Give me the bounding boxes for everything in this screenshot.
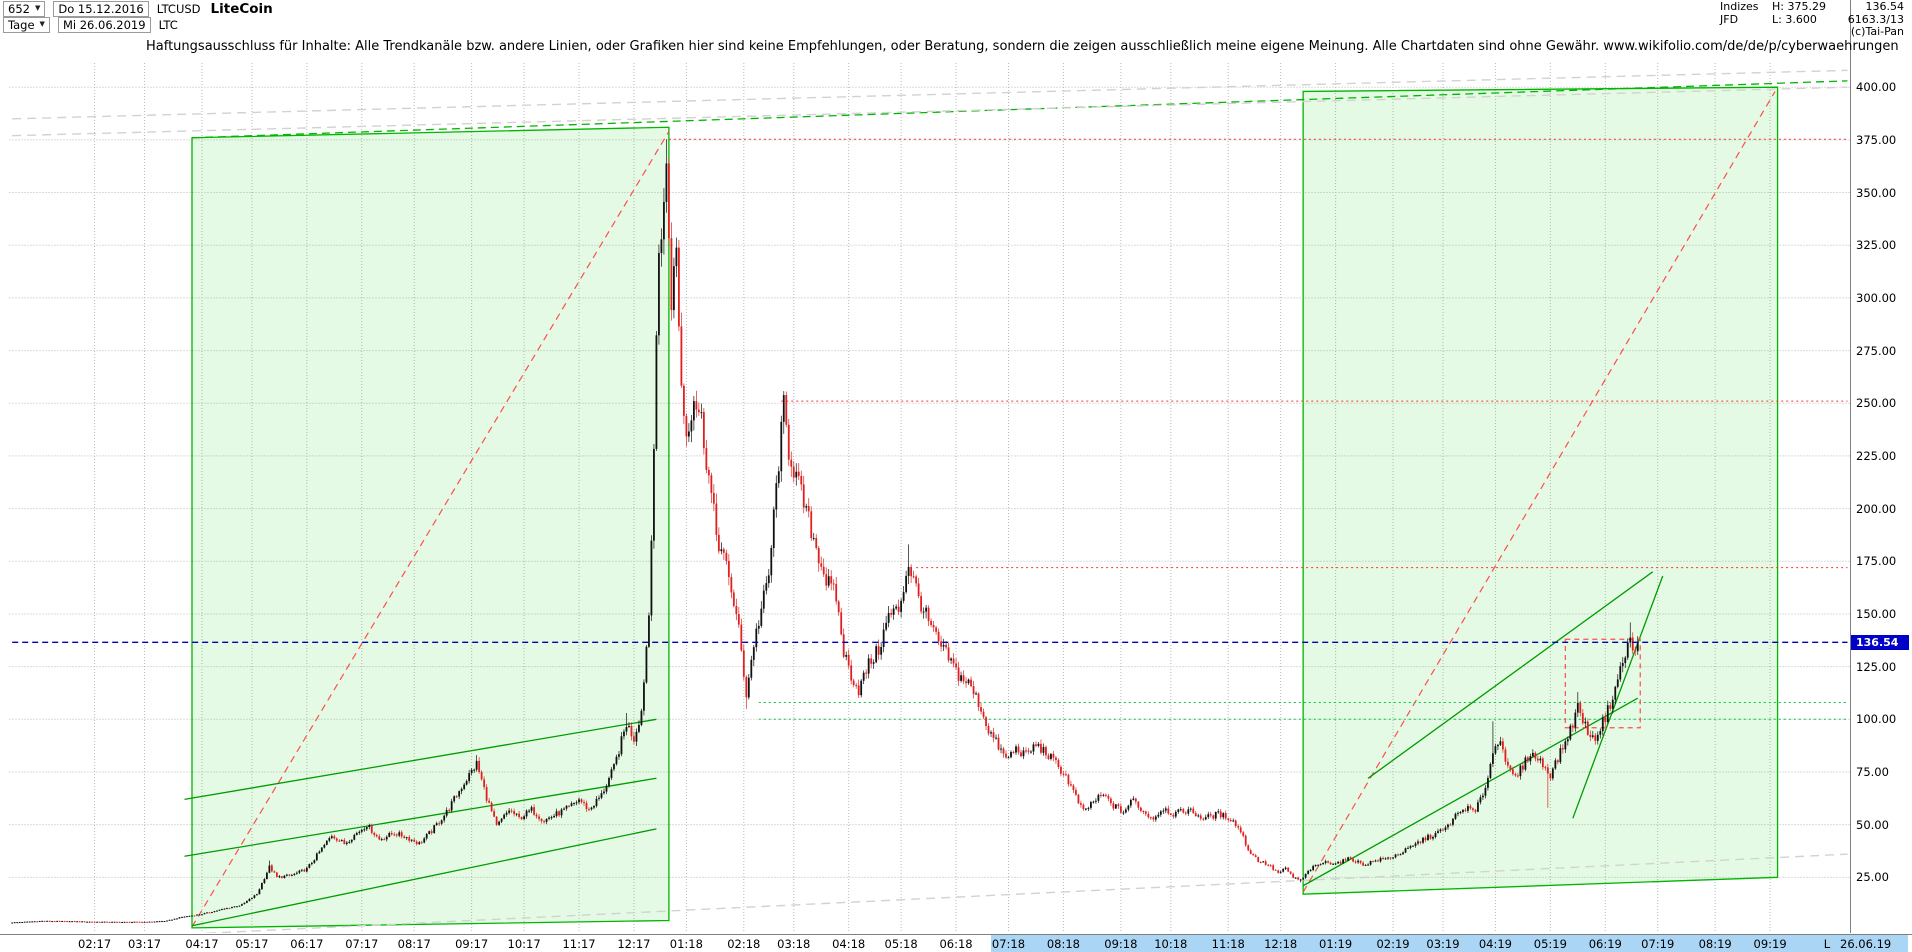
x-axis-label: 11:17 [562, 937, 596, 951]
x-axis-label: 12:17 [617, 937, 651, 951]
y-axis-label: 325.00 [1856, 238, 1897, 253]
quote-info-row: Indizes H: 375.29 136.54 [1720, 0, 1905, 14]
x-axis-label: 01:19 [1319, 937, 1353, 951]
end-date-field[interactable]: Mi 26.06.2019 [57, 16, 151, 33]
x-axis-label: 10:18 [1154, 937, 1188, 951]
index-group-label: Indizes [1720, 0, 1759, 13]
start-date-value: Do 15.12.2016 [58, 1, 144, 16]
start-date-field[interactable]: Do 15.12.2016 [53, 0, 149, 17]
instrument-name: LiteCoin [210, 0, 273, 17]
x-axis-label: 02:18 [727, 937, 761, 951]
last-bar-flag: L [1823, 937, 1831, 951]
x-axis-label: 03:17 [127, 937, 162, 951]
bar-count-dropdown[interactable]: 652 ▼ [3, 0, 46, 17]
x-axis-label: 05:17 [235, 937, 269, 951]
x-axis-label: 08:18 [1046, 937, 1080, 951]
x-axis-label: 07:19 [1641, 937, 1675, 951]
y-axis-label: 175.00 [1856, 554, 1897, 569]
x-axis-label: 08:19 [1698, 937, 1732, 951]
x-axis-label: 02:17 [78, 937, 112, 951]
y-axis-label: 200.00 [1856, 501, 1897, 516]
grid-layer [9, 63, 1850, 933]
period-low-label: L: 3.600 [1772, 12, 1817, 26]
x-axis-label: 05:18 [884, 937, 918, 951]
y-axis-label: 350.00 [1856, 185, 1897, 200]
x-axis-label: 09:17 [455, 937, 489, 951]
x-axis-label: 10:17 [507, 937, 541, 951]
y-axis-label: 125.00 [1856, 659, 1897, 674]
y-axis-label: 50.00 [1856, 817, 1889, 832]
volume-value: 6163.3/13 [1847, 12, 1904, 26]
x-axis-label: 04:19 [1478, 937, 1512, 951]
bar-count-value: 652 [8, 1, 30, 16]
ticker-label: LTC [158, 17, 178, 32]
y-axis-label: 25.00 [1856, 870, 1889, 885]
price-axis: 400.00 375.00 350.00 325.00 300.00 275.00 250.… [1853, 0, 1911, 933]
x-axis-label: 03:18 [777, 937, 811, 951]
x-axis-label: 09:18 [1104, 937, 1138, 951]
x-axis-label: 08:17 [397, 937, 431, 951]
time-axis-highlight [991, 935, 1908, 952]
period-high-label: H: 375.29 [1772, 0, 1826, 13]
y-axis-label: 150.00 [1856, 606, 1897, 621]
y-axis-label: 75.00 [1856, 764, 1889, 779]
quote-info-row: (c)Tai-Pan [1720, 25, 1904, 39]
last-price-value: 136.54 [1865, 0, 1905, 13]
x-axis-label: 06:17 [290, 937, 324, 951]
y-axis-label: 300.00 [1856, 290, 1897, 305]
x-axis-label: 01:18 [669, 937, 703, 951]
quote-info-panel: Indizes H: 375.29 136.54 JFD L: 3.600 61… [1720, 0, 1905, 39]
x-axis-label: 04:17 [185, 937, 219, 951]
feed-label: JFD [1720, 12, 1739, 26]
copyright-label: (c)Tai-Pan [1850, 25, 1904, 38]
chevron-down-icon: ▼ [39, 20, 45, 28]
x-axis-label: 11:18 [1211, 937, 1245, 951]
disclaimer-text: Haftungsausschluss für Inhalte: Alle Tre… [146, 39, 1899, 54]
x-axis-label: 03:19 [1426, 937, 1460, 951]
x-axis-label: 12:18 [1264, 937, 1298, 951]
x-axis-label: 09:19 [1753, 937, 1787, 951]
y-axis-label: 225.00 [1856, 448, 1897, 463]
x-axis-label: 07:17 [345, 937, 379, 951]
y-axis-label: 400.00 [1856, 80, 1897, 95]
candles-layer [11, 139, 1639, 924]
chevron-down-icon: ▼ [34, 4, 41, 12]
last-bar-date: 26.06.19 [1840, 937, 1892, 951]
trend-overlay-layer [12, 69, 1848, 933]
y-axis-label: 250.00 [1856, 396, 1897, 411]
chart-toolbar-row1: 652 ▼ Do 15.12.2016 LTCUSD LiteCoin [3, 0, 273, 17]
period-value: Tage [8, 17, 35, 32]
time-axis[interactable]: L 26.06.19 02:17 03:17 04:17 05:17 06:17 07:1… [0, 934, 1912, 952]
period-dropdown[interactable]: Tage ▼ [3, 16, 50, 33]
x-axis-label: 02:19 [1376, 937, 1410, 951]
quote-info-row: JFD L: 3.600 6163.3/13 [1720, 12, 1904, 27]
x-axis-label: 05:19 [1533, 937, 1567, 951]
y-axis-label: 275.00 [1856, 343, 1897, 358]
last-price-badge: 136.54 [1851, 634, 1909, 650]
chart-toolbar-row2: Tage ▼ Mi 26.06.2019 LTC [3, 16, 178, 33]
y-axis-label: 100.00 [1856, 712, 1897, 727]
x-axis-label: 07:18 [991, 937, 1026, 951]
end-date-value: Mi 26.06.2019 [62, 17, 146, 32]
x-axis-label: 06:19 [1588, 937, 1622, 951]
symbol-label: LTCUSD [156, 1, 201, 16]
y-axis-label: 375.00 [1856, 132, 1897, 147]
x-axis-label: 06:18 [939, 937, 973, 951]
x-axis-label: 04:18 [832, 937, 866, 951]
